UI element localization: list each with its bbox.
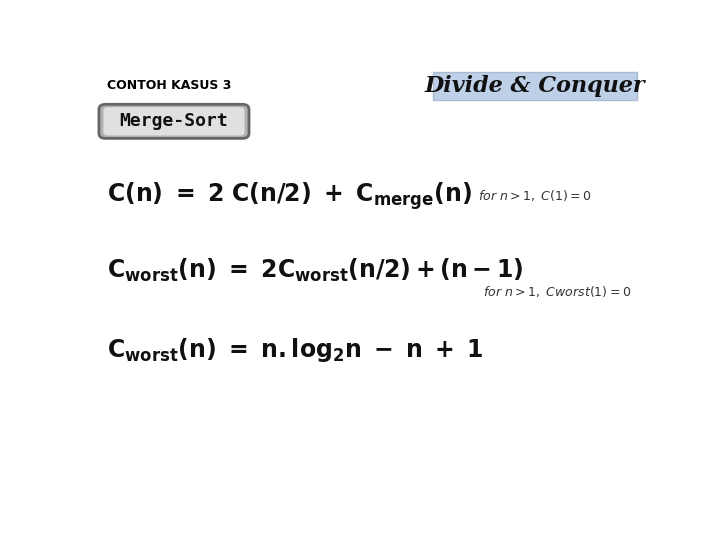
FancyBboxPatch shape <box>99 104 249 138</box>
Text: $\mathbf{C(n)\ =\ 2\ C(n/2)\ +\ C}_{\mathbf{merge}}\mathbf{(n)}$: $\mathbf{C(n)\ =\ 2\ C(n/2)\ +\ C}_{\mat… <box>107 180 472 212</box>
FancyBboxPatch shape <box>104 107 245 136</box>
Text: $\mathbf{C}_{\mathbf{worst}}\mathbf{(n)\ =\ n.log}_{\mathbf{2}}\mathbf{n\ -\ n\ : $\mathbf{C}_{\mathbf{worst}}\mathbf{(n)\… <box>107 336 484 363</box>
Text: Merge-Sort: Merge-Sort <box>120 112 228 130</box>
Text: Divide & Conquer: Divide & Conquer <box>424 75 645 97</box>
Text: $\mathbf{C}_{\mathbf{worst}}\mathbf{(n)\ =\ 2C}_{\mathbf{worst}}\mathbf{(n/2)+(n: $\mathbf{C}_{\mathbf{worst}}\mathbf{(n)\… <box>107 257 523 284</box>
Text: $\mathit{for\ n{>}1,\ C(1){=}0}$: $\mathit{for\ n{>}1,\ C(1){=}0}$ <box>478 188 592 203</box>
FancyBboxPatch shape <box>433 72 637 100</box>
Text: CONTOH KASUS 3: CONTOH KASUS 3 <box>107 79 231 92</box>
Text: $\mathit{for\ n{>}1,\ Cworst(1){=}0}$: $\mathit{for\ n{>}1,\ Cworst(1){=}0}$ <box>483 284 631 299</box>
